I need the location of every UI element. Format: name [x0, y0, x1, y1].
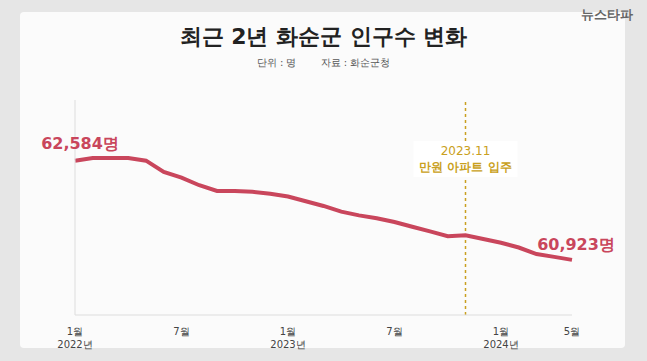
svg-text:7월: 7월: [173, 326, 189, 337]
svg-text:만원 아파트 입주: 만원 아파트 입주: [419, 160, 511, 174]
svg-text:5월: 5월: [564, 326, 580, 337]
html-text:자료 : 화순군청: 자료 : 화순군청: [320, 57, 391, 68]
svg-text:1월2023년: 1월2023년: [270, 326, 305, 350]
html-text:뉴스타파: 뉴스타파: [581, 7, 633, 22]
svg-text:62,584명: 62,584명: [41, 134, 119, 153]
html-text:최근 2년 화순군 인구수 변화: 최근 2년 화순군 인구수 변화: [179, 24, 468, 49]
svg-text:1월2024년: 1월2024년: [483, 326, 518, 350]
svg-text:1월2022년: 1월2022년: [57, 326, 92, 350]
svg-text:60,923명: 60,923명: [537, 235, 615, 254]
svg-text:2023.11: 2023.11: [441, 144, 491, 158]
svg-text:7월: 7월: [386, 326, 402, 337]
html-text:단위 : 명: 단위 : 명: [256, 57, 297, 68]
